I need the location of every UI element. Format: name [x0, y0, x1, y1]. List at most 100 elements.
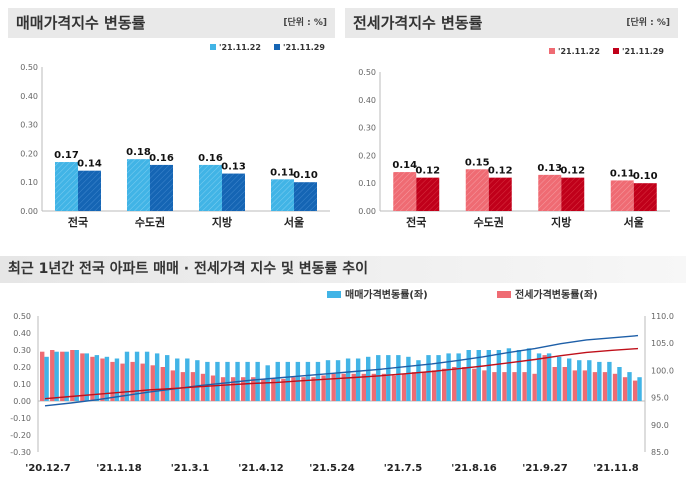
sale-data-label: 0.18	[126, 147, 151, 158]
trend-sale-bar	[607, 361, 612, 401]
trend-jeonse-bar	[341, 373, 346, 401]
trend-jeonse-bar	[220, 377, 226, 401]
trend-sale-bar	[355, 358, 361, 401]
trend-x-tick-label: '21.4.12	[238, 463, 283, 474]
trend-sale-bar	[84, 353, 89, 401]
trend-combo-chart: -0.30 -0.20 -0.10 0.00 0.10 0.20 0.30 0.40 0.50 8…	[10, 288, 674, 474]
trend-jeonse-bar	[50, 350, 55, 401]
sale-bar-chart: 0.00 0.10 0.20 0.30 0.40 0.50 '21.11.22 '21.11.…	[20, 43, 330, 229]
trend-sale-bar	[456, 353, 461, 401]
trend-jeonse-bar	[542, 355, 547, 401]
trend-jeonse-bar	[200, 373, 206, 401]
trend-jeonse-bar	[632, 380, 638, 401]
trend-left-tick-label: 0.10	[13, 380, 31, 389]
sale-y-tick-label: 0.40	[20, 92, 38, 101]
trend-x-tick-label: '21.9.27	[522, 463, 567, 474]
jeonse-data-label: 0.12	[560, 166, 585, 177]
sale-data-label: 0.16	[149, 153, 174, 164]
trend-sale-bar	[577, 360, 582, 401]
trend-sale-bar	[396, 355, 401, 401]
trend-x-tick-label: '21.8.16	[451, 463, 496, 474]
jeonse-data-label: 0.14	[392, 160, 417, 171]
trend-sale-bar	[315, 361, 321, 401]
jeonse-bar	[561, 177, 585, 211]
jeonse-panel-title: 전세가격지수 변동률 [단위 : %]	[345, 8, 678, 38]
sale-category-label: 전국	[68, 215, 88, 229]
sale-bar	[127, 159, 150, 211]
trend-sale-bar	[165, 355, 170, 401]
trend-sale-bar	[255, 361, 260, 401]
jeonse-panel-unit: [단위 : %]	[626, 18, 670, 28]
trend-jeonse-bar	[180, 372, 186, 401]
trend-sale-bar	[627, 372, 632, 401]
jeonse-y-tick-label: 0.30	[358, 124, 376, 133]
trend-sale-bar	[154, 353, 160, 401]
trend-sale-bar	[185, 358, 190, 401]
trend-sale-bar	[486, 350, 491, 401]
trend-sale-bar	[466, 350, 471, 401]
trend-jeonse-bar	[291, 377, 296, 401]
trend-jeonse-bar	[612, 373, 618, 401]
trend-right-tick-label: 100.0	[651, 366, 674, 375]
trend-sale-bar	[567, 358, 572, 401]
trend-left-tick-label: 0.20	[13, 363, 31, 372]
trend-sale-bar	[195, 360, 200, 401]
trend-right-tick-label: 90.0	[651, 421, 669, 430]
trend-jeonse-bar	[562, 367, 567, 401]
sale-y-tick-label: 0.30	[20, 121, 38, 130]
jeonse-data-label: 0.12	[415, 166, 440, 177]
trend-jeonse-bar	[442, 368, 447, 401]
trend-jeonse-bar	[150, 365, 155, 401]
trend-jeonse-bar	[271, 378, 276, 401]
trend-sale-bar	[345, 358, 351, 401]
sale-data-label: 0.13	[221, 162, 246, 173]
trend-jeonse-bar	[622, 377, 628, 401]
trend-jeonse-bar	[70, 350, 75, 401]
trend-jeonse-bar	[462, 367, 467, 401]
trend-jeonse-bar	[241, 377, 246, 401]
trend-jeonse-bar	[130, 361, 135, 401]
trend-jeonse-bar	[381, 373, 387, 401]
trend-jeonse-bar	[120, 363, 125, 401]
trend-jeonse-bar	[401, 373, 407, 401]
jeonse-bar	[610, 180, 634, 211]
jeonse-legend-swatch	[549, 48, 555, 54]
trend-jeonse-bar	[582, 370, 588, 401]
sale-bar	[222, 173, 245, 211]
trend-jeonse-bar	[331, 373, 336, 401]
trend-sale-bar	[597, 361, 602, 401]
trend-sale-bar	[44, 356, 49, 401]
sale-panel-unit: [단위 : %]	[283, 18, 327, 28]
jeonse-bar	[465, 169, 489, 211]
trend-sale-bar	[556, 356, 562, 401]
jeonse-panel-title-text: 전세가격지수 변동률	[353, 14, 483, 32]
sale-data-label: 0.16	[198, 153, 223, 164]
trend-sale-bar	[526, 348, 532, 401]
trend-sale-bar	[205, 361, 210, 401]
sale-legend-label: '21.11.29	[283, 43, 325, 52]
trend-x-tick-label: '21.1.18	[96, 463, 141, 474]
trend-jeonse-bar	[170, 370, 176, 401]
jeonse-data-label: 0.15	[465, 157, 490, 168]
trend-sale-bar	[175, 358, 180, 401]
jeonse-bar	[393, 172, 417, 211]
trend-sale-bar	[225, 361, 230, 401]
sale-data-label: 0.10	[293, 170, 318, 181]
sale-data-label: 0.14	[77, 159, 102, 170]
trend-right-tick-label: 105.0	[651, 339, 674, 348]
sale-y-tick-label: 0.20	[20, 149, 38, 158]
jeonse-bar-chart: 0.00 0.10 0.20 0.30 0.40 0.50 '21.11.22 '21.11.…	[358, 47, 670, 229]
trend-jeonse-bar	[100, 358, 105, 401]
sale-category-label: 서울	[284, 215, 304, 229]
trend-sale-bar	[94, 355, 100, 401]
jeonse-legend-label: '21.11.29	[622, 47, 664, 56]
sale-legend-label: '21.11.22	[219, 43, 261, 52]
trend-right-tick-label: 95.0	[651, 394, 669, 403]
jeonse-y-tick-label: 0.10	[358, 179, 376, 188]
trend-x-tick-label: '21.11.8	[593, 463, 638, 474]
trend-sale-bar	[426, 355, 431, 401]
trend-left-tick-label: 0.30	[13, 346, 31, 355]
trend-x-tick-label: '21.7.5	[384, 463, 423, 474]
trend-sale-index-line	[44, 334, 639, 407]
